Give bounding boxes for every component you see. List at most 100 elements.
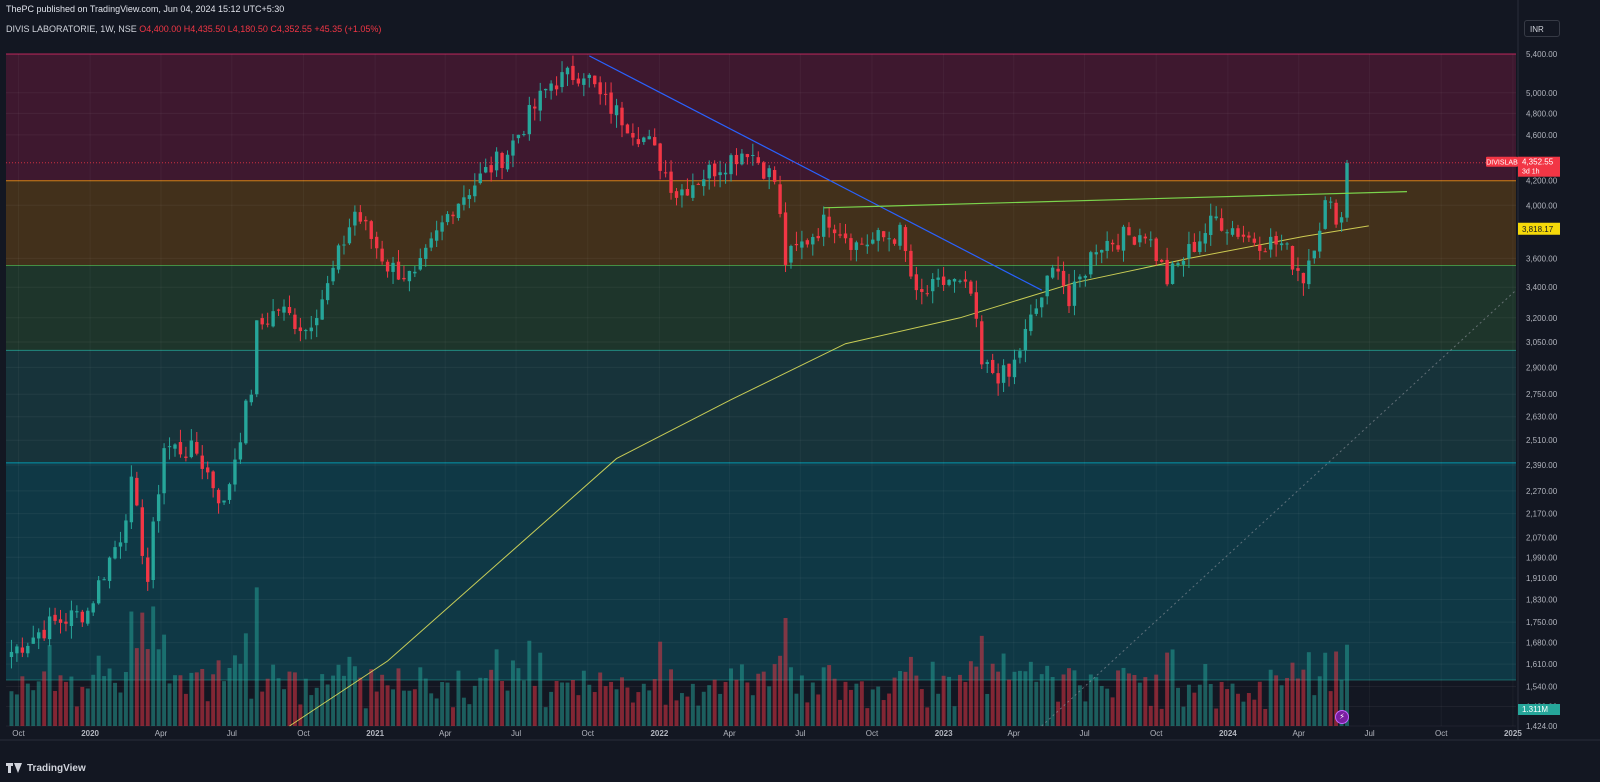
candle-body: [533, 106, 537, 109]
y-tick-label: 1,680.00: [1526, 639, 1558, 648]
volume-bar: [227, 667, 232, 726]
volume-bar: [963, 681, 968, 726]
symbol-tag-label: DIVISLAB: [1486, 160, 1518, 167]
candle-body: [124, 520, 128, 543]
volume-bar: [1290, 662, 1295, 726]
candle-body: [1209, 215, 1213, 236]
volume-bar: [31, 690, 36, 726]
volume-bar: [134, 648, 139, 726]
volume-bar: [1246, 693, 1251, 726]
y-tick-label: 1,990.00: [1526, 553, 1558, 562]
candle-body: [636, 139, 641, 145]
volume-layer: [9, 587, 1349, 726]
volume-bar: [232, 655, 237, 726]
candle-body: [505, 154, 510, 170]
candle-body: [903, 227, 908, 252]
volume-bar: [761, 671, 766, 726]
volume-bar: [173, 675, 177, 726]
volume-bar: [1285, 677, 1290, 726]
candle-body: [325, 283, 330, 301]
volume-bar: [1257, 681, 1262, 726]
candle-body: [1165, 259, 1169, 285]
candle-body: [31, 637, 35, 644]
candle-body: [26, 645, 30, 654]
volume-bar: [494, 649, 499, 726]
volume-bar: [658, 641, 663, 726]
zone-band: [6, 462, 1516, 681]
volume-bar: [249, 698, 254, 726]
candle-body: [783, 212, 788, 265]
candle-body: [189, 440, 194, 458]
volume-bar: [107, 668, 112, 726]
candle-body: [195, 441, 199, 454]
y-tick-label: 2,390.00: [1526, 461, 1558, 470]
volume-bar: [216, 660, 221, 726]
volume-bar: [178, 675, 183, 726]
tradingview-logo[interactable]: TradingView: [6, 760, 86, 776]
candle-body: [663, 172, 668, 174]
candle-body: [947, 279, 951, 285]
volume-bar: [1072, 670, 1077, 726]
candle-body: [614, 105, 619, 116]
lightning-icon[interactable]: ⚡: [1335, 710, 1349, 724]
candle-body: [1061, 270, 1066, 286]
candle-body: [1312, 250, 1316, 259]
candle-body: [794, 243, 799, 246]
candle-body: [925, 293, 929, 295]
volume-bar: [1312, 695, 1317, 726]
candle-body: [658, 143, 662, 171]
x-tick-label: Oct: [297, 729, 310, 738]
y-tick-label: 4,000.00: [1526, 201, 1558, 210]
volume-bar: [238, 663, 243, 726]
volume-bar: [1317, 676, 1322, 726]
brand-name: TradingView: [27, 762, 86, 774]
candle-layer: [9, 55, 1349, 669]
candle-body: [696, 183, 701, 185]
symbol-tag-bg: [1486, 156, 1518, 167]
volume-bar: [1105, 688, 1110, 726]
volume-bar: [783, 618, 788, 726]
candle-body: [467, 195, 472, 199]
candle-body: [222, 500, 226, 503]
volume-bar: [1099, 685, 1104, 726]
countdown-label: 3d 1h: [1522, 169, 1540, 176]
tradingview-icon: [6, 763, 22, 773]
candle-body: [156, 494, 161, 522]
volume-bar: [772, 664, 777, 726]
candle-body: [1258, 245, 1262, 251]
currency-button[interactable]: INR: [1524, 20, 1560, 37]
candle-body: [511, 140, 515, 156]
candle-body: [42, 629, 46, 639]
candle-body: [178, 442, 183, 455]
volume-bar: [1263, 708, 1268, 726]
candle-body: [15, 646, 19, 654]
volume-bar: [303, 678, 308, 726]
candle-body: [920, 289, 924, 292]
volume-bar: [887, 693, 892, 726]
volume-bar: [85, 688, 90, 726]
volume-bar: [527, 640, 532, 726]
volume-bar: [1132, 675, 1137, 726]
volume-bar: [145, 649, 150, 726]
candle-body: [336, 245, 341, 270]
volume-bar: [636, 692, 641, 726]
volume-bar: [1126, 673, 1131, 726]
candle-body: [800, 241, 804, 248]
candle-body: [1247, 235, 1251, 238]
candle-body: [1170, 263, 1175, 284]
volume-bar: [167, 683, 172, 726]
x-tick-label: 2020: [81, 729, 99, 738]
volume-bar: [854, 683, 859, 726]
ohlc-values: O4,400.00 H4,435.50 L4,180.50 C4,352.55 …: [139, 24, 382, 34]
candle-body: [1241, 234, 1246, 237]
volume-bar: [331, 675, 336, 726]
candle-body: [1285, 243, 1289, 245]
volume-bar: [320, 674, 325, 726]
candle-body: [1181, 260, 1186, 265]
candle-body: [642, 137, 646, 143]
candle-body: [1138, 235, 1142, 243]
candle-body: [244, 400, 248, 444]
volume-bar: [565, 682, 570, 726]
volume-bar: [1165, 652, 1170, 726]
